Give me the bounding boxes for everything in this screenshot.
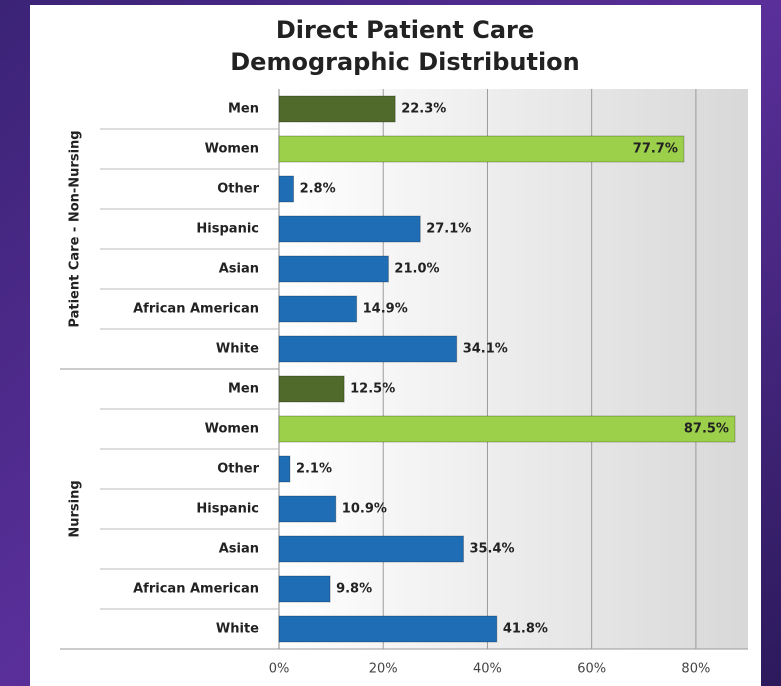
y-tick-label: White bbox=[216, 622, 259, 637]
bar bbox=[278, 495, 337, 523]
y-tick-label: Asian bbox=[219, 542, 259, 557]
bar bbox=[278, 535, 464, 563]
x-tick-label: 40% bbox=[473, 662, 502, 677]
bar bbox=[278, 335, 458, 363]
chart-title: Demographic Distribution bbox=[230, 48, 580, 76]
value-label: 21.0% bbox=[394, 262, 439, 277]
y-tick-label: Other bbox=[217, 462, 259, 477]
plot-area bbox=[279, 89, 748, 649]
value-label: 35.4% bbox=[469, 542, 514, 557]
bar bbox=[278, 215, 421, 243]
value-label: 87.5% bbox=[684, 422, 729, 437]
value-label: 27.1% bbox=[426, 222, 471, 237]
value-label: 22.3% bbox=[401, 102, 446, 117]
y-tick-label: Women bbox=[205, 422, 259, 437]
bar bbox=[278, 255, 389, 283]
value-label: 41.8% bbox=[503, 622, 548, 637]
y-tick-label: African American bbox=[133, 302, 259, 317]
y-tick-label: White bbox=[216, 342, 259, 357]
x-tick-label: 20% bbox=[369, 662, 398, 677]
y-tick-label: Men bbox=[228, 102, 259, 117]
chart-title: Direct Patient Care bbox=[276, 16, 534, 44]
y-tick-label: Women bbox=[205, 142, 259, 157]
bar bbox=[278, 575, 331, 603]
bar bbox=[278, 615, 498, 643]
group-label: Patient Care - Non-Nursing bbox=[68, 130, 83, 327]
value-label: 2.1% bbox=[296, 462, 332, 477]
y-tick-label: Other bbox=[217, 182, 259, 197]
value-label: 77.7% bbox=[633, 142, 678, 157]
value-label: 9.8% bbox=[336, 582, 372, 597]
bar bbox=[278, 415, 736, 443]
value-label: 12.5% bbox=[350, 382, 395, 397]
y-tick-label: African American bbox=[133, 582, 259, 597]
value-label: 10.9% bbox=[342, 502, 387, 517]
y-tick-label: Men bbox=[228, 382, 259, 397]
x-tick-label: 80% bbox=[681, 662, 710, 677]
bar bbox=[278, 375, 345, 403]
value-label: 2.8% bbox=[300, 182, 336, 197]
group-label: Nursing bbox=[68, 480, 83, 537]
x-tick-label: 60% bbox=[577, 662, 606, 677]
y-tick-label: Hispanic bbox=[196, 222, 259, 237]
bar bbox=[278, 295, 358, 323]
bar bbox=[278, 95, 396, 123]
x-tick-label: 0% bbox=[269, 662, 290, 677]
bar bbox=[278, 175, 295, 203]
bar bbox=[278, 455, 291, 483]
value-label: 14.9% bbox=[363, 302, 408, 317]
y-tick-label: Hispanic bbox=[196, 502, 259, 517]
bar bbox=[278, 135, 685, 163]
y-tick-label: Asian bbox=[219, 262, 259, 277]
value-label: 34.1% bbox=[463, 342, 508, 357]
